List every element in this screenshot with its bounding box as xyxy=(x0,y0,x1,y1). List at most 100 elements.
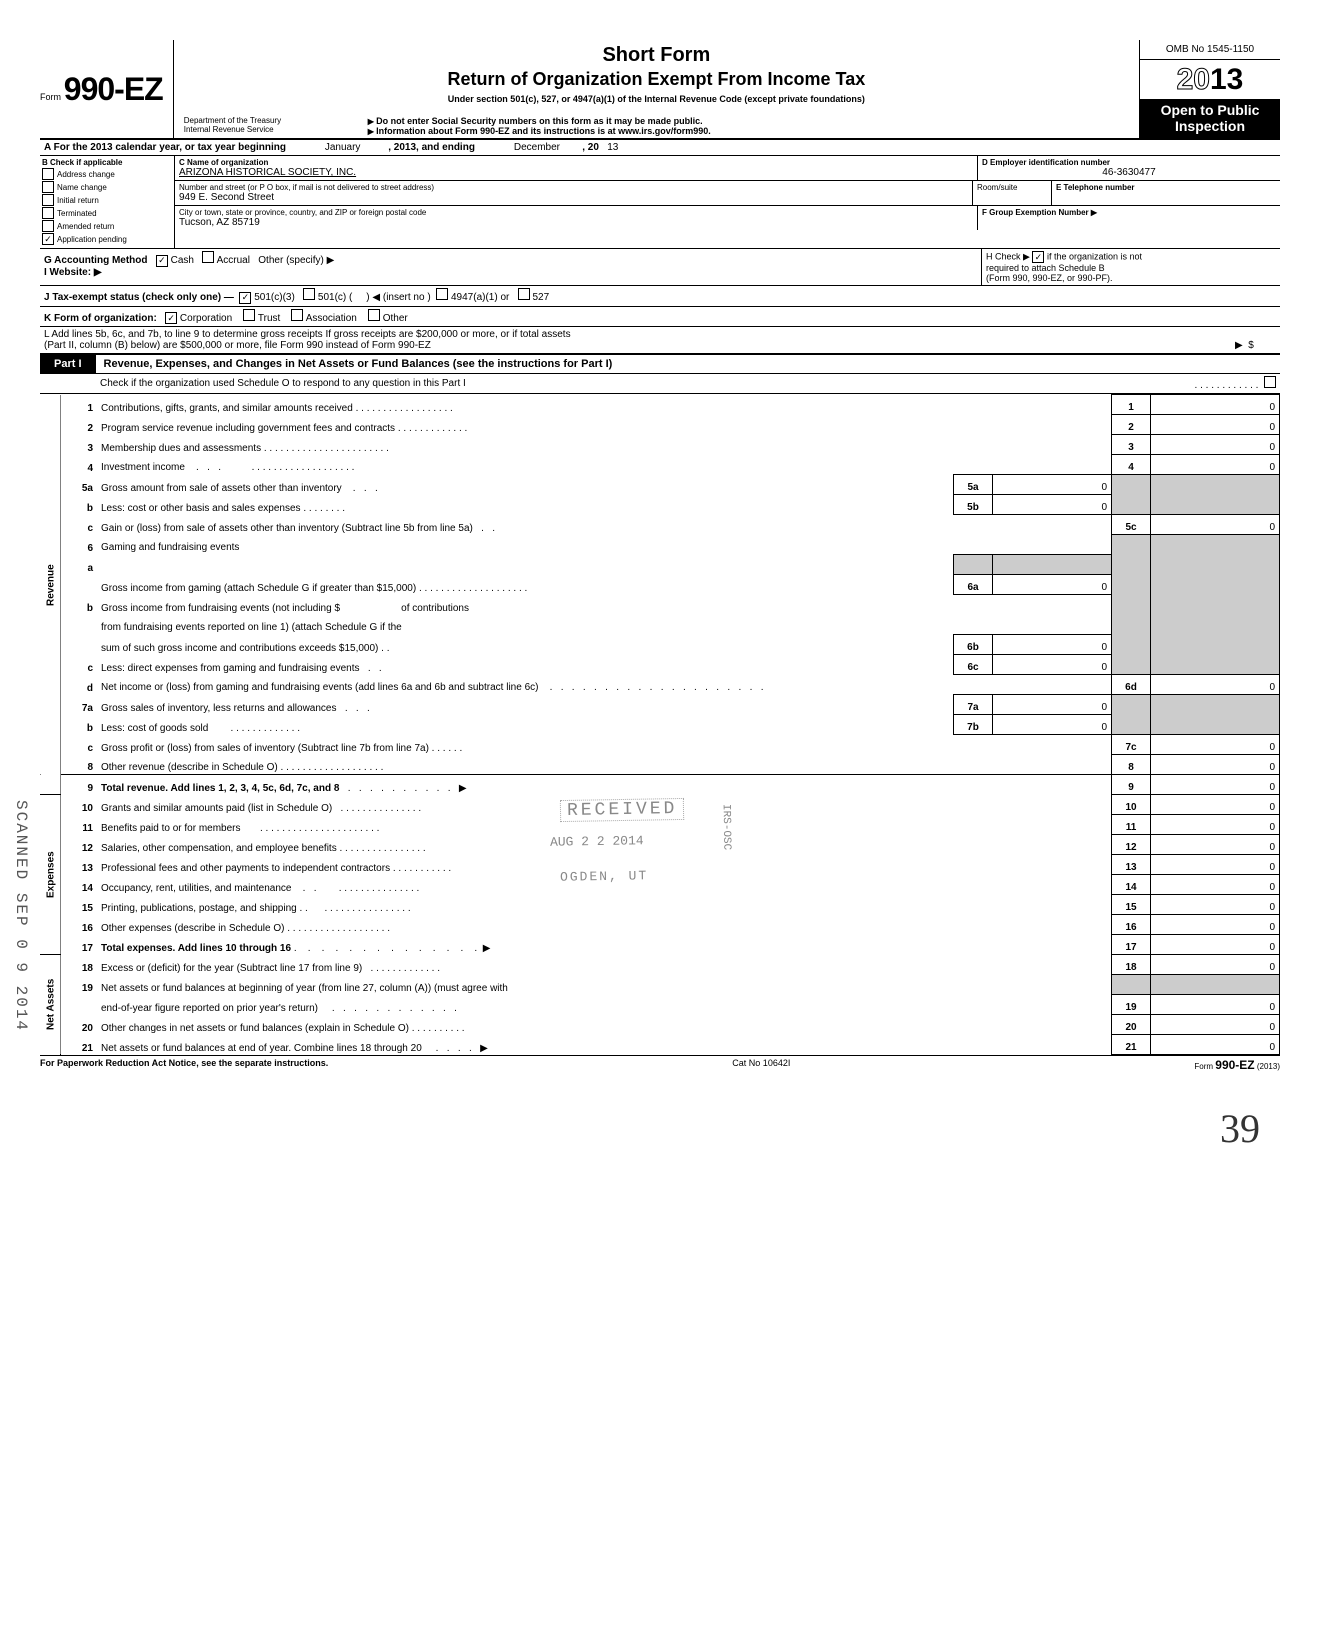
4947-checkbox[interactable] xyxy=(436,288,448,300)
city-label: City or town, state or province, country… xyxy=(179,208,973,217)
b-item-label: Terminated xyxy=(57,209,97,218)
line1-value: 0 xyxy=(1151,395,1280,415)
cash-checkbox[interactable]: ✓ xyxy=(156,255,168,267)
revenue-sidebar: Revenue xyxy=(40,395,61,775)
527-checkbox[interactable] xyxy=(518,288,530,300)
row-gh: G Accounting Method ✓ Cash Accrual Other… xyxy=(40,249,1280,286)
line19-value: 0 xyxy=(1151,995,1280,1015)
line6d-value: 0 xyxy=(1151,675,1280,695)
return-title: Return of Organization Exempt From Incom… xyxy=(184,69,1129,90)
b-checkbox-line: Amended return xyxy=(42,220,172,232)
b-checkbox-line: ✓Application pending xyxy=(42,233,172,245)
part1-label: Part I xyxy=(40,355,96,373)
i-website-label: I Website: ▶ xyxy=(44,267,102,278)
form-ref: Form 990-EZ (2013) xyxy=(1194,1058,1280,1072)
b-item-checkbox[interactable] xyxy=(42,168,54,180)
line20-value: 0 xyxy=(1151,1015,1280,1035)
footer: For Paperwork Reduction Act Notice, see … xyxy=(40,1055,1280,1072)
cat-number: Cat No 10642I xyxy=(732,1058,790,1072)
corp-checkbox[interactable]: ✓ xyxy=(165,312,177,324)
b-item-label: Name change xyxy=(57,183,107,192)
line18-value: 0 xyxy=(1151,955,1280,975)
accrual-checkbox[interactable] xyxy=(202,251,214,263)
expenses-sidebar: Expenses xyxy=(40,795,61,955)
b-item-label: Initial return xyxy=(57,196,99,205)
addr-label: Number and street (or P O box, if mail i… xyxy=(179,183,968,192)
b-item-checkbox[interactable]: ✓ xyxy=(42,233,54,245)
line5a-value: 0 xyxy=(993,475,1112,495)
b-item-checkbox[interactable] xyxy=(42,220,54,232)
line14-value: 0 xyxy=(1151,875,1280,895)
line5c-value: 0 xyxy=(1151,515,1280,535)
header-right: OMB No 1545-1150 2013 Open to Public Ins… xyxy=(1139,40,1280,138)
ssn-warning: Do not enter Social Security numbers on … xyxy=(368,116,1119,126)
b-checkbox-line: Name change xyxy=(42,181,172,193)
other-checkbox[interactable] xyxy=(368,309,380,321)
line7c-value: 0 xyxy=(1151,735,1280,755)
street-address: 949 E. Second Street xyxy=(179,192,968,203)
form-prefix: Form xyxy=(40,92,61,102)
h-checkbox[interactable]: ✓ xyxy=(1032,251,1044,263)
netassets-sidebar: Net Assets xyxy=(40,955,61,1055)
col-b-checkboxes: B Check if applicable Address change Name… xyxy=(40,156,175,248)
line13-value: 0 xyxy=(1151,855,1280,875)
form-number: 990-EZ xyxy=(64,71,163,107)
line5b-value: 0 xyxy=(993,495,1112,515)
row-j: J Tax-exempt status (check only one) — ✓… xyxy=(40,286,1280,307)
line4-value: 0 xyxy=(1151,455,1280,475)
trust-checkbox[interactable] xyxy=(243,309,255,321)
omb-number: OMB No 1545-1150 xyxy=(1140,40,1280,60)
paperwork-notice: For Paperwork Reduction Act Notice, see … xyxy=(40,1058,328,1072)
line11-value: 0 xyxy=(1151,815,1280,835)
b-checkbox-line: Initial return xyxy=(42,194,172,206)
b-item-checkbox[interactable] xyxy=(42,207,54,219)
subtitle: Under section 501(c), 527, or 4947(a)(1)… xyxy=(184,94,1129,104)
b-item-label: Amended return xyxy=(57,222,114,231)
scanned-stamp: SCANNED SEP 0 9 2014 xyxy=(12,800,30,1032)
room-label: Room/suite xyxy=(977,183,1047,192)
schedule-o-check: Check if the organization used Schedule … xyxy=(40,374,1280,394)
form-header: Form 990-EZ Short Form Return of Organiz… xyxy=(40,40,1280,140)
501c-checkbox[interactable] xyxy=(303,288,315,300)
header-center: Short Form Return of Organization Exempt… xyxy=(174,40,1139,138)
city-state-zip: Tucson, AZ 85719 xyxy=(179,217,973,228)
open-to-public: Open to Public Inspection xyxy=(1140,99,1280,138)
b-item-label: Address change xyxy=(57,170,115,179)
line2-value: 0 xyxy=(1151,415,1280,435)
org-name: ARIZONA HISTORICAL SOCIETY, INC. xyxy=(179,167,973,178)
row-a-tax-year: A For the 2013 calendar year, or tax yea… xyxy=(40,140,1280,156)
line12-value: 0 xyxy=(1151,835,1280,855)
ein: 46-3630477 xyxy=(982,167,1276,178)
b-checkbox-line: Terminated xyxy=(42,207,172,219)
b-item-label: Application pending xyxy=(57,235,127,244)
row-k: K Form of organization: ✓ Corporation Tr… xyxy=(40,307,1280,328)
assoc-checkbox[interactable] xyxy=(291,309,303,321)
501c3-checkbox[interactable]: ✓ xyxy=(239,292,251,304)
line6c-value: 0 xyxy=(993,655,1112,675)
f-label: F Group Exemption Number ▶ xyxy=(982,208,1276,217)
b-label: B Check if applicable xyxy=(42,158,172,167)
line7b-value: 0 xyxy=(993,715,1112,735)
b-item-checkbox[interactable] xyxy=(42,194,54,206)
h-check: H Check ▶ ✓ if the organization is not r… xyxy=(981,249,1280,285)
handwritten-note: 39 xyxy=(1220,1105,1260,1152)
line16-value: 0 xyxy=(1151,915,1280,935)
part1-header: Part I Revenue, Expenses, and Changes in… xyxy=(40,355,1280,374)
section-bcdef: B Check if applicable Address change Name… xyxy=(40,156,1280,249)
line21-value: 0 xyxy=(1151,1035,1280,1055)
part1-title: Revenue, Expenses, and Changes in Net As… xyxy=(96,358,613,370)
line17-value: 0 xyxy=(1151,935,1280,955)
lines-table: Revenue 1 Contributions, gifts, grants, … xyxy=(40,394,1280,1055)
info-link: Information about Form 990-EZ and its in… xyxy=(368,126,1119,136)
line10-value: 0 xyxy=(1151,795,1280,815)
row-l: L Add lines 5b, 6c, and 7b, to line 9 to… xyxy=(40,327,1280,355)
line9-value: 0 xyxy=(1151,775,1280,795)
line6a-value: 0 xyxy=(993,575,1112,595)
form-number-box: Form 990-EZ xyxy=(40,40,174,138)
short-form-title: Short Form xyxy=(184,44,1129,67)
schedO-checkbox[interactable] xyxy=(1264,376,1276,388)
e-label: E Telephone number xyxy=(1056,183,1276,192)
tax-year: 2013 xyxy=(1140,60,1280,99)
b-item-checkbox[interactable] xyxy=(42,181,54,193)
d-label: D Employer identification number xyxy=(982,158,1276,167)
